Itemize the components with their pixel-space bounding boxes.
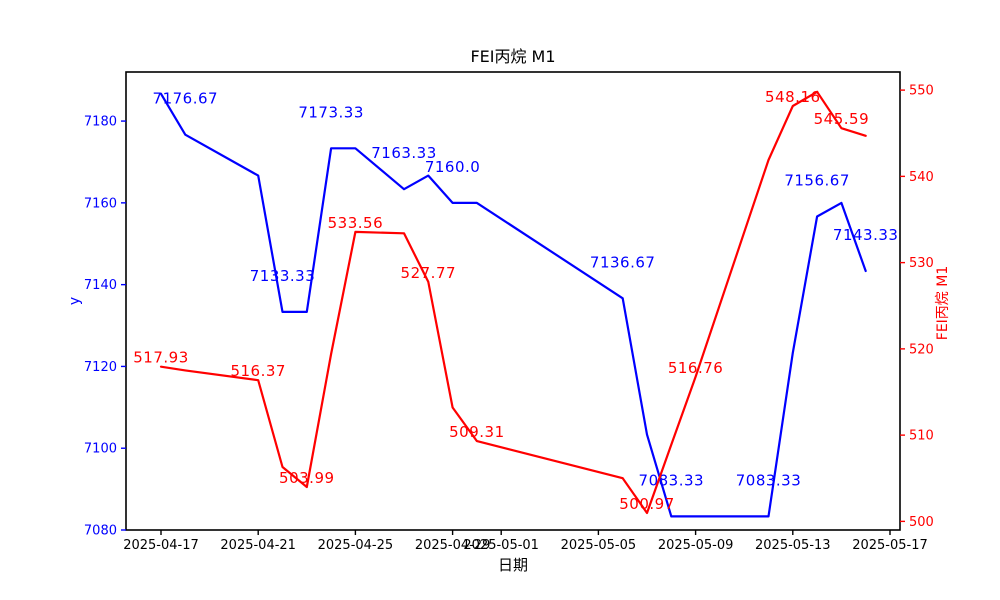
data-point-label: 7160.0 xyxy=(425,158,481,176)
y-right-tick-label: 520 xyxy=(909,342,934,357)
chart-generated-content: 7080 7100 7120 7140 7160 7180 500 510 520 530 540 5… xyxy=(84,84,934,553)
data-point-label: 545.59 xyxy=(814,110,870,128)
y-left-tick-label: 7180 xyxy=(84,115,117,130)
data-point-label: 516.37 xyxy=(230,362,286,380)
x-axis-title: 日期 xyxy=(498,556,528,574)
x-tick-label: 2025-05-17 xyxy=(852,538,928,553)
data-point-label: 500.97 xyxy=(619,495,675,513)
x-tick-label: 2025-04-25 xyxy=(318,538,394,553)
data-point-label: 7133.33 xyxy=(250,267,316,285)
data-point-label: 7173.33 xyxy=(298,103,364,121)
x-tick-label: 2025-05-09 xyxy=(658,538,734,553)
x-tick-label: 2025-05-05 xyxy=(561,538,637,553)
plot-area-border xyxy=(125,71,901,531)
x-tick-label: 2025-04-29 xyxy=(415,538,491,553)
y-left-axis-title: y xyxy=(67,297,83,305)
data-point-label: 516.76 xyxy=(668,359,724,377)
series-line-right xyxy=(159,90,867,515)
chart-title: FEI丙烷 M1 xyxy=(470,47,555,66)
data-point-label: 533.56 xyxy=(328,214,384,232)
data-point-label: 7083.33 xyxy=(639,471,705,489)
data-point-label: 7143.33 xyxy=(833,226,899,244)
y-right-tick-label: 530 xyxy=(909,256,934,271)
y-left-tick-label: 7080 xyxy=(84,524,117,539)
y-left-tick-label: 7140 xyxy=(84,278,117,293)
data-point-label: 7136.67 xyxy=(590,253,656,271)
data-point-label: 7176.67 xyxy=(153,90,219,108)
y-right-tick-label: 500 xyxy=(909,515,934,530)
data-point-label: 548.16 xyxy=(765,88,821,106)
data-point-label: 503.99 xyxy=(279,469,335,487)
y-left-tick-label: 7120 xyxy=(84,360,117,375)
data-point-label: 517.93 xyxy=(133,349,189,367)
data-point-label: 509.31 xyxy=(449,423,505,441)
y-left-tick-label: 7160 xyxy=(84,196,117,211)
y-right-tick-label: 510 xyxy=(909,429,934,444)
y-right-tick-label: 540 xyxy=(909,170,934,185)
data-point-label: 527.77 xyxy=(401,264,457,282)
x-tick-label: 2025-05-13 xyxy=(755,538,831,553)
data-point-label: 7163.33 xyxy=(371,144,437,162)
y-left-tick-label: 7100 xyxy=(84,442,117,457)
y-right-axis-title: FEI丙烷 M1 xyxy=(935,266,951,340)
data-point-label: 7083.33 xyxy=(736,471,802,489)
x-tick-label: 2025-04-17 xyxy=(123,538,199,553)
x-tick-label: 2025-05-01 xyxy=(463,538,539,553)
data-point-label: 7156.67 xyxy=(784,171,850,189)
y-right-tick-label: 550 xyxy=(909,84,934,99)
series-line-left xyxy=(159,92,867,518)
x-tick-label: 2025-04-21 xyxy=(220,538,296,553)
